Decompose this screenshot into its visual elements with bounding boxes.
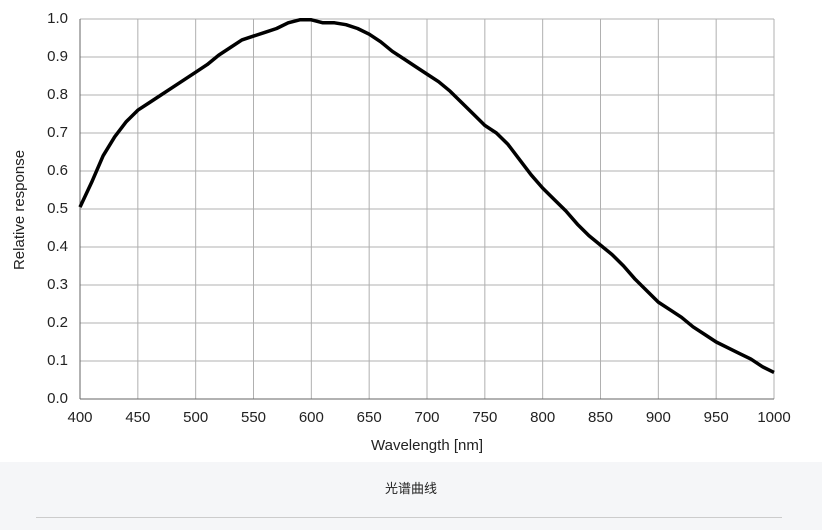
x-tick-label: 400 [67, 409, 92, 426]
y-tick-label: 0.5 [47, 200, 68, 217]
x-tick-label: 450 [125, 409, 150, 426]
x-tick-label: 600 [299, 409, 324, 426]
x-tick-label: 1000 [757, 409, 790, 426]
x-tick-label: 550 [241, 409, 266, 426]
line-series [78, 18, 775, 374]
caption: 光谱曲线 [384, 482, 437, 497]
x-tick-label: 650 [357, 409, 382, 426]
y-tick-label: 0.7 [47, 124, 68, 141]
y-tick-label: 0.0 [47, 390, 68, 407]
x-tick-label: 950 [704, 409, 729, 426]
x-tick-label: 700 [414, 409, 439, 426]
y-tick-label: 1.0 [47, 10, 68, 27]
divider [36, 517, 782, 518]
x-axis-label: Wavelength [nm] [371, 437, 483, 454]
x-tick-label: 750 [472, 409, 497, 426]
y-tick-label: 0.9 [47, 48, 68, 65]
chart: Wavelength [nm] Relative response 0.0 0.1… [11, 10, 791, 454]
y-tick-label: 0.8 [47, 86, 68, 103]
caption-area: 光谱曲线 [0, 462, 822, 530]
y-tick-label: 0.2 [47, 314, 68, 331]
y-tick-label: 0.4 [47, 238, 68, 255]
y-tick-label: 0.3 [47, 276, 68, 293]
x-tick-label: 500 [183, 409, 208, 426]
x-tick-label: 800 [530, 409, 555, 426]
x-tick-label: 850 [588, 409, 613, 426]
y-axis-label: Relative response [11, 150, 28, 270]
x-tick-label: 900 [646, 409, 671, 426]
y-tick-label: 0.1 [47, 352, 68, 369]
y-tick-label: 0.6 [47, 162, 68, 179]
